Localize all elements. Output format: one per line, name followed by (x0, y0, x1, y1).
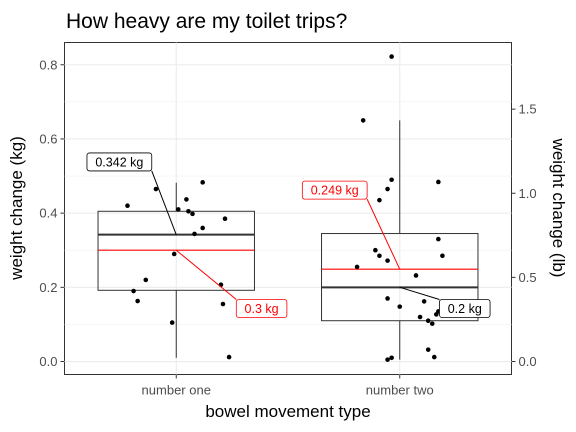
data-point (190, 211, 195, 217)
data-point (421, 299, 427, 304)
data-point (143, 277, 149, 283)
data-point (373, 247, 378, 253)
x-axis-title: bowel movement type (205, 402, 370, 421)
annotation-box (439, 299, 491, 318)
box (321, 233, 479, 322)
data-point (186, 208, 191, 214)
data-point (377, 197, 382, 203)
data-point (434, 312, 439, 317)
data-point (354, 264, 360, 270)
data-point (200, 180, 205, 185)
y-tick-label: 0.0 (39, 354, 57, 369)
data-point (200, 225, 205, 231)
data-point (169, 320, 175, 325)
data-point (220, 301, 226, 307)
y-right-tick-label: 0.5 (519, 270, 537, 285)
x-tick-label: number one (142, 383, 211, 398)
data-point (436, 236, 441, 242)
annotation-leader (151, 170, 177, 235)
box (97, 210, 255, 291)
y-right-tick-label: 1.0 (519, 186, 537, 201)
data-point (413, 273, 419, 278)
data-point (184, 197, 189, 202)
data-point (425, 318, 431, 324)
annotation-box (235, 299, 288, 318)
data-point (436, 179, 441, 185)
data-point (385, 186, 390, 192)
y-tick-label: 0.6 (39, 131, 57, 146)
annotation-box (86, 152, 153, 172)
y-right-tick-label: 1.5 (519, 102, 537, 117)
data-point (385, 258, 390, 263)
annotation-leader (366, 198, 401, 270)
data-point (431, 354, 437, 360)
data-point (192, 231, 197, 237)
data-point (377, 253, 382, 259)
annotation-label: 0.2 kg (448, 302, 482, 316)
data-point (222, 216, 228, 222)
data-point (425, 347, 431, 352)
data-point (397, 304, 403, 309)
annotation-box (301, 180, 368, 200)
plot-panel (64, 42, 512, 375)
data-point (429, 321, 435, 326)
data-point (389, 177, 394, 183)
data-point (175, 207, 181, 212)
data-point (171, 251, 177, 257)
data-point (135, 298, 140, 304)
data-point (389, 355, 394, 361)
data-point (385, 357, 390, 362)
data-point (226, 354, 232, 360)
data-point (131, 288, 136, 294)
y-right-tick-label: 0.0 (519, 354, 537, 369)
y-tick-label: 0.2 (39, 280, 57, 295)
data-point (385, 296, 390, 301)
y-tick-label: 0.8 (39, 57, 57, 72)
data-point (153, 186, 159, 192)
annotation-label: 0.342 kg (95, 155, 143, 169)
data-point (360, 118, 366, 123)
y-tick-label: 0.4 (39, 206, 57, 221)
chart-title: How heavy are my toilet trips? (66, 10, 347, 33)
axes: 0.0 0.2 0.4 0.6 0.8 0.0 0.5 1.0 1.5 number one num… (39, 57, 536, 397)
annotation-leader (175, 249, 237, 300)
y-axis-title: weight change (kg) (7, 136, 26, 281)
annotation-label: 0.249 kg (311, 184, 359, 198)
data-point (389, 54, 394, 59)
data-point (125, 203, 130, 209)
y-axis-right-title: weight change (lb) (549, 138, 568, 278)
annotation-label: 0.3 kg (245, 302, 279, 316)
data-point (417, 314, 423, 320)
x-tick-label: number two (366, 383, 434, 398)
data-point (440, 253, 445, 259)
annotations: 0.342 kg 0.3 kg 0.249 kg 0.2 kg (86, 152, 491, 318)
annotation-leader (399, 286, 440, 300)
